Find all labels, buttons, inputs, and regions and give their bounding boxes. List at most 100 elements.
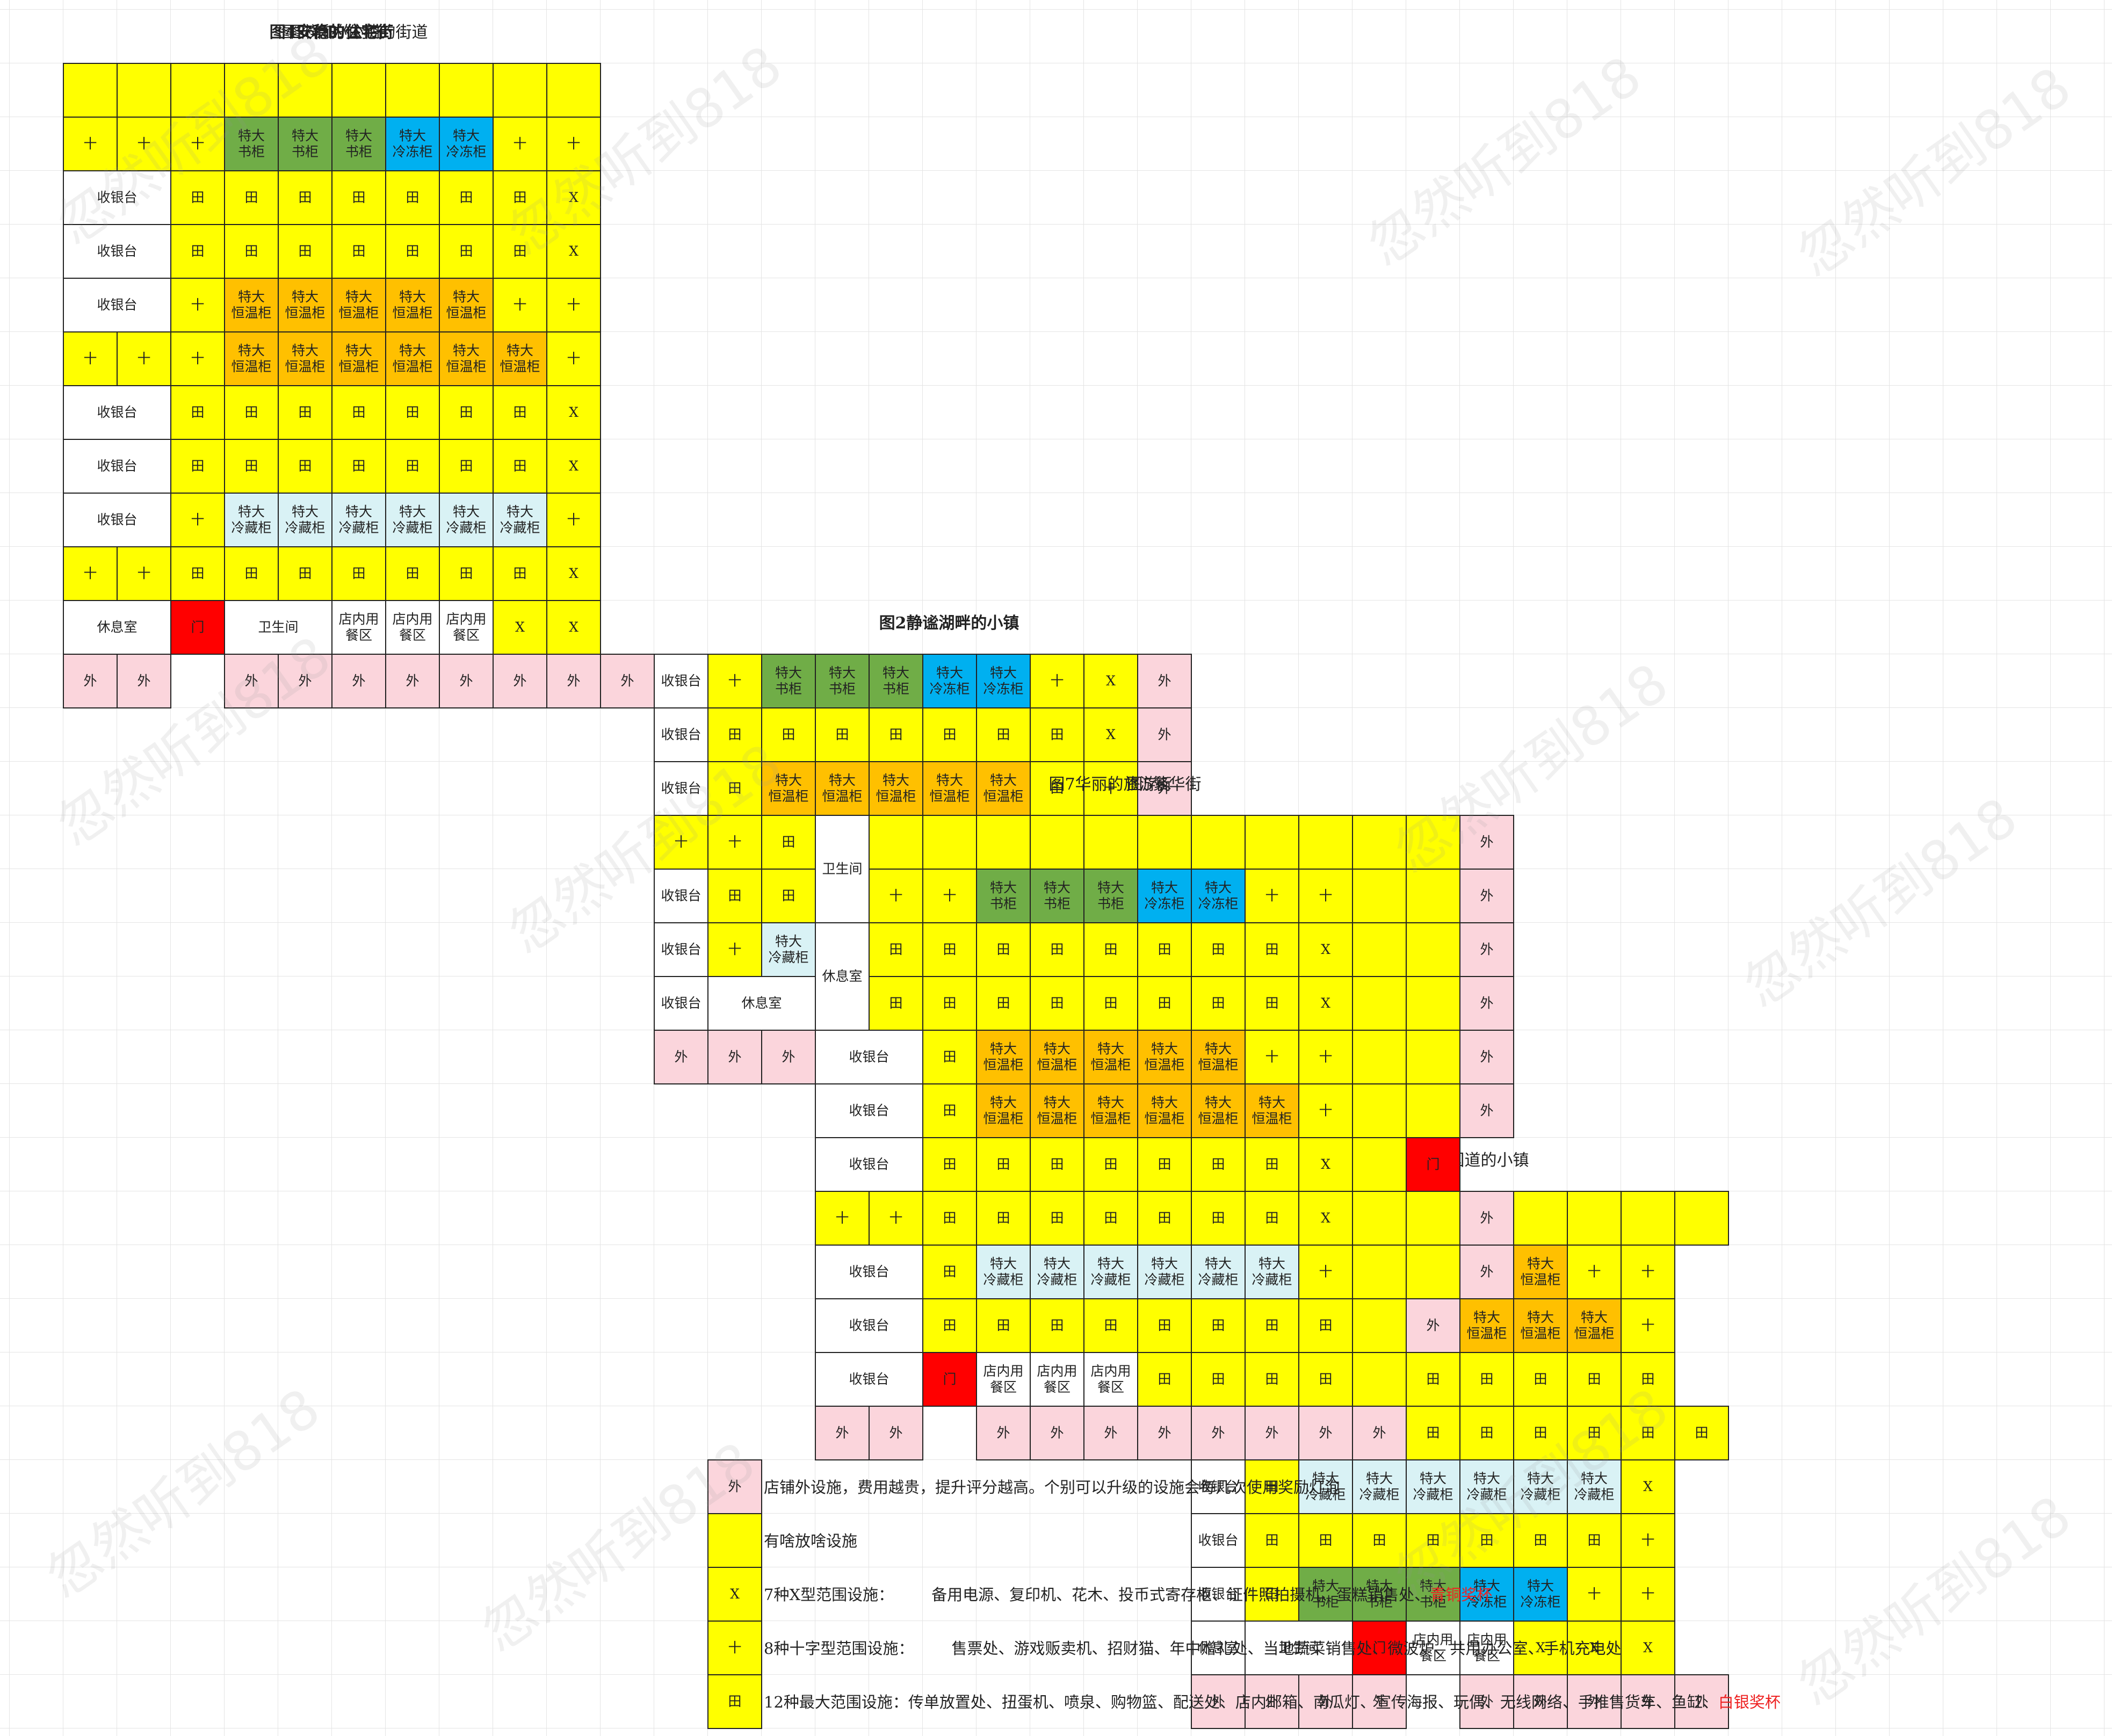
- outside-facility-cell: 外: [600, 654, 655, 708]
- cross-range-cell: 十: [869, 1191, 923, 1246]
- freezer-cell: 特大 冷冻柜: [385, 117, 440, 171]
- max-range-cell: 田: [1083, 922, 1138, 977]
- max-range-cell: 田: [1567, 1513, 1622, 1568]
- empty-facility-cell: [385, 63, 440, 118]
- outside-facility-cell: 外: [1083, 1406, 1138, 1460]
- warmer-cell: 特大 恒温柜: [224, 278, 279, 332]
- cross-range-cell: 十: [117, 546, 171, 601]
- outside-facility-cell: 外: [1459, 1083, 1514, 1138]
- legend-label: 有啥放啥设施: [764, 1532, 858, 1550]
- cashier-cell: 收银台: [815, 1245, 923, 1299]
- outside-facility-cell: 外: [1567, 1674, 1622, 1729]
- outside-facility-cell: 外: [1298, 1406, 1353, 1460]
- max-range-cell: 田: [815, 707, 870, 762]
- empty-facility-cell: [170, 63, 225, 118]
- cross-range-cell: 十: [922, 869, 977, 923]
- cross-range-cell: 十: [1567, 1567, 1622, 1622]
- fridge-cell: 特大 冷藏柜: [439, 493, 494, 547]
- max-range-cell: 田: [1245, 1298, 1299, 1353]
- cross-range-cell: 十: [63, 546, 118, 601]
- max-range-cell: 田: [1030, 761, 1084, 816]
- cross-range-cell: 十: [63, 117, 118, 171]
- fridge-cell: 特大 冷藏柜: [761, 922, 816, 977]
- max-range-cell: 田: [493, 439, 547, 494]
- x-range-cell: X: [546, 170, 601, 225]
- bookcase-cell: 特大 书柜: [1030, 869, 1084, 923]
- max-range-cell: 田: [224, 224, 279, 279]
- empty-facility-cell: [331, 63, 386, 118]
- outside-facility-cell: 外: [1459, 869, 1514, 923]
- max-range-cell: 田: [385, 170, 440, 225]
- cross-range-cell: 十: [1298, 1245, 1353, 1299]
- freezer-cell: 特大 冷冻柜: [922, 654, 977, 708]
- empty-facility-cell: [224, 63, 279, 118]
- max-range-cell: 田: [922, 1245, 977, 1299]
- legend-label: 12种最大范围设施：传单放置处、扭蛋机、喷泉、购物篮、配送处、店内邮箱、南瓜灯、…: [764, 1693, 1718, 1711]
- max-range-cell: 田: [1459, 1513, 1514, 1568]
- empty-facility-cell: [1352, 976, 1407, 1031]
- warmer-cell: 特大 恒温柜: [976, 761, 1031, 816]
- empty-facility-cell: [1191, 815, 1246, 870]
- cross-range-cell: 十: [170, 117, 225, 171]
- fridge-cell: 特大 冷藏柜: [1567, 1459, 1622, 1514]
- cross-range-cell: 十: [117, 331, 171, 386]
- freezer-cell: 特大 冷冻柜: [1459, 1567, 1514, 1622]
- cross-range-cell: 十: [1621, 1245, 1675, 1299]
- warmer-cell: 特大 恒温柜: [278, 278, 332, 332]
- empty-facility-cell: [976, 815, 1031, 870]
- max-range-cell: 田: [170, 439, 225, 494]
- outside-facility-cell: 外: [1621, 1674, 1675, 1729]
- bookcase-cell: 特大 书柜: [224, 117, 279, 171]
- max-range-cell: 田: [1083, 976, 1138, 1031]
- warmer-cell: 特大 恒温柜: [1083, 1030, 1138, 1084]
- empty-facility-cell: [117, 63, 171, 118]
- empty-facility-cell: [922, 815, 977, 870]
- cross-range-cell: 十: [170, 493, 225, 547]
- lounge-cell: 休息室: [707, 976, 816, 1031]
- max-range-cell: 田: [869, 976, 923, 1031]
- max-range-cell: 田: [922, 1137, 977, 1192]
- cross-range-cell: 十: [1030, 654, 1084, 708]
- fridge-cell: 特大 冷藏柜: [385, 493, 440, 547]
- cross-range-cell: 十: [493, 278, 547, 332]
- max-range-cell: 田: [1674, 1406, 1729, 1460]
- max-range-cell: 田: [1191, 1352, 1246, 1407]
- fridge-cell: 特大 冷藏柜: [278, 493, 332, 547]
- lounge-cell: 休息室: [1191, 1621, 1246, 1675]
- outside-facility-cell: 外: [1459, 1030, 1514, 1084]
- layout-title: 图2静谧湖畔的小镇: [879, 614, 1019, 633]
- cashier-cell: 收银台: [815, 1298, 923, 1353]
- cross-range-cell: 十: [546, 278, 601, 332]
- cashier-cell: 收银台: [654, 976, 708, 1031]
- legend-list: 备用电源、复印机、花木、投币式寄存柜、证件照拍摄机、蛋糕销售处、: [931, 1586, 1430, 1604]
- max-range-cell: 田: [1245, 976, 1299, 1031]
- cashier-cell: 收银台: [63, 278, 171, 332]
- watermark-text: 忽然听到818: [1786, 55, 2082, 289]
- cross-range-cell: 十: [170, 331, 225, 386]
- max-range-cell: 田: [278, 439, 332, 494]
- door-cell: 门: [922, 1352, 977, 1407]
- cross-range-cell: 十: [1621, 1298, 1675, 1353]
- warmer-cell: 特大 恒温柜: [922, 761, 977, 816]
- warmer-cell: 特大 恒温柜: [1191, 1083, 1246, 1138]
- max-range-cell: 田: [869, 707, 923, 762]
- max-range-cell: 田: [278, 224, 332, 279]
- cross-range-cell: 十: [707, 654, 762, 708]
- cashier-cell: 收银台: [63, 493, 171, 547]
- x-range-cell: X: [1298, 1191, 1353, 1246]
- empty-facility-cell: [1406, 1191, 1460, 1246]
- cashier-cell: 收银台: [63, 170, 171, 225]
- cashier-cell: 收银台: [63, 439, 171, 494]
- outside-facility-cell: 外: [1191, 1674, 1246, 1729]
- outside-facility-cell: 外: [1459, 976, 1514, 1031]
- x-range-cell: X: [546, 600, 601, 655]
- max-range-cell: 田: [493, 546, 547, 601]
- warmer-cell: 特大 恒温柜: [1137, 1083, 1192, 1138]
- max-range-cell: 田: [1191, 1298, 1246, 1353]
- max-range-cell: 田: [170, 546, 225, 601]
- outside-facility-cell: 外: [224, 654, 279, 708]
- legend-swatch: 十: [707, 1621, 762, 1675]
- freezer-cell: 特大 冷冻柜: [1513, 1567, 1568, 1622]
- max-range-cell: 田: [278, 546, 332, 601]
- cross-range-cell: 十: [1621, 1513, 1675, 1568]
